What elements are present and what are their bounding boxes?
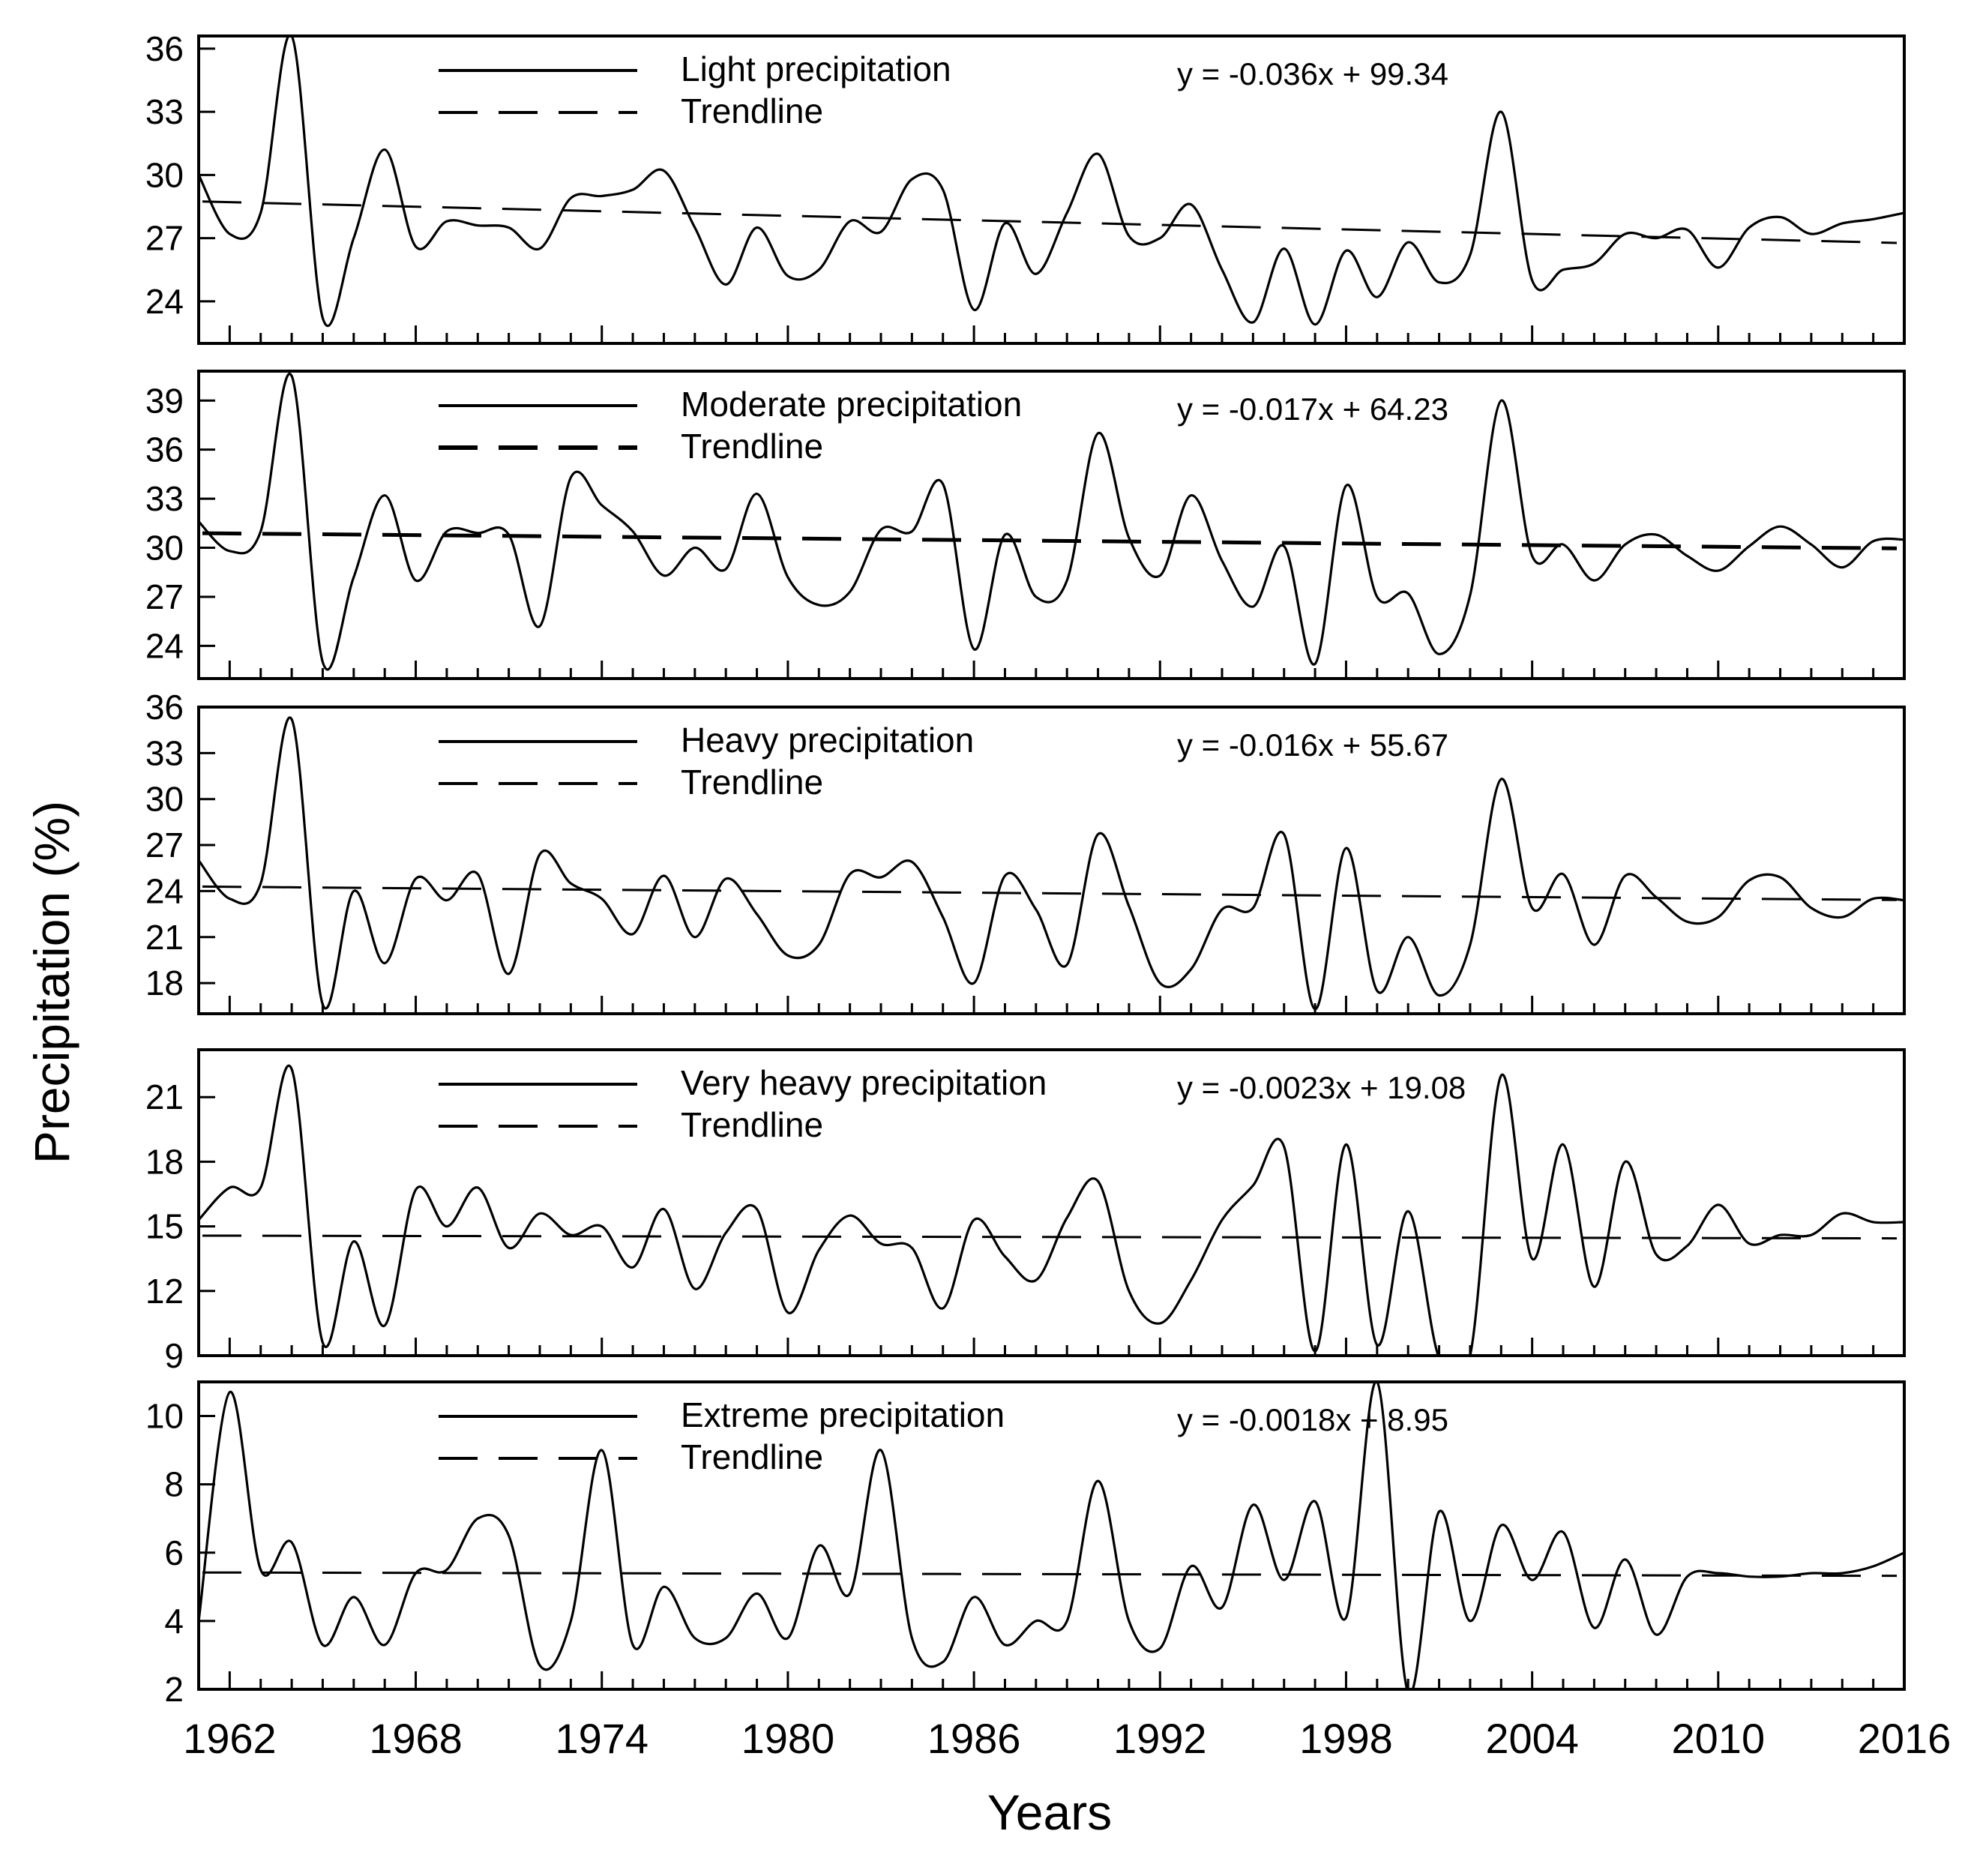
x-tick-label: 1980 [741, 1715, 835, 1762]
y-tick-label: 36 [145, 29, 184, 68]
y-tick-label: 27 [145, 577, 184, 616]
trendline [202, 1571, 1898, 1578]
y-tick-label: 33 [145, 733, 184, 772]
panel-frame [197, 34, 1906, 345]
legend-trend-label: Trendline [681, 1437, 823, 1476]
y-tick-label: 6 [164, 1533, 184, 1572]
y-tick-label: 15 [145, 1207, 184, 1246]
legend-series-label: Extreme precipitation [681, 1395, 1005, 1434]
legend-series-label: Very heavy precipitation [681, 1063, 1047, 1102]
trend-equation: y = -0.0023x + 19.08 [1177, 1070, 1466, 1105]
y-tick-label: 36 [145, 430, 184, 469]
trend-equation: y = -0.036x + 99.34 [1177, 56, 1448, 91]
x-tick-label: 1974 [555, 1715, 649, 1762]
trendline [202, 531, 1898, 550]
y-tick-label: 24 [145, 282, 184, 321]
x-tick-label: 2016 [1858, 1715, 1952, 1762]
y-tick-label: 30 [145, 780, 184, 819]
series-line [199, 1382, 1904, 1689]
y-tick-label: 10 [145, 1397, 184, 1436]
trendline [202, 1234, 1898, 1240]
y-tick-label: 27 [145, 219, 184, 258]
y-tick-label: 4 [164, 1602, 184, 1641]
y-tick-label: 2 [164, 1670, 184, 1709]
series-line [199, 373, 1904, 671]
y-tick-label: 18 [145, 1142, 184, 1181]
x-tick-label: 1998 [1299, 1715, 1393, 1762]
series-line [199, 716, 1904, 1011]
y-tick-label: 21 [145, 918, 184, 957]
y-tick-label: 27 [145, 826, 184, 865]
y-tick-label: 9 [164, 1336, 184, 1375]
legend-trend-label: Trendline [681, 91, 823, 130]
y-tick-label: 8 [164, 1465, 184, 1504]
y-axis-title: Precipitation (%) [24, 801, 79, 1164]
series-line [199, 1065, 1904, 1356]
panel-frame [197, 706, 1906, 1015]
panel-moderate: 24 27 30 33 36 39 Moderate precipitationTrendl… [145, 370, 1906, 680]
x-tick-label: 1986 [927, 1715, 1021, 1762]
y-tick-label: 33 [145, 92, 184, 131]
legend-trend-label: Trendline [681, 1105, 823, 1144]
panel-frame [197, 370, 1906, 680]
x-tick-label: 1992 [1113, 1715, 1207, 1762]
x-tick-label: 1968 [369, 1715, 463, 1762]
y-tick-label: 24 [145, 626, 184, 665]
y-tick-label: 30 [145, 529, 184, 568]
panel-heavy: 18 21 24 27 30 33 36 Heavy precipitationTrendli… [145, 688, 1906, 1015]
trend-equation: y = -0.0018x + 8.95 [1177, 1402, 1448, 1437]
legend-series-label: Moderate precipitation [681, 385, 1022, 424]
y-tick-label: 33 [145, 479, 184, 518]
panel-very_heavy: 9 12 15 18 21 Very heavy precipitationTrendli… [145, 1048, 1906, 1375]
legend-trend-label: Trendline [681, 427, 823, 466]
x-tick-label: 1962 [183, 1715, 277, 1762]
series-line [199, 36, 1904, 327]
legend-trend-label: Trendline [681, 763, 823, 802]
legend-series-label: Heavy precipitation [681, 721, 974, 760]
y-tick-label: 36 [145, 688, 184, 727]
trend-equation: y = -0.017x + 64.23 [1177, 391, 1448, 427]
x-axis-title: Years [987, 1785, 1112, 1840]
trend-equation: y = -0.016x + 55.67 [1177, 727, 1448, 763]
trendline [202, 200, 1898, 244]
y-tick-label: 39 [145, 381, 184, 420]
legend-series-label: Light precipitation [681, 49, 951, 88]
y-tick-label: 12 [145, 1272, 184, 1311]
x-tick-label: 2010 [1672, 1715, 1766, 1762]
panel-frame [197, 1380, 1906, 1691]
y-tick-label: 30 [145, 155, 184, 194]
x-tick-labels: 1962 1968 1974 1980 1986 1992 1998 2004 2010 2016 [183, 1715, 1951, 1762]
y-tick-label: 24 [145, 871, 184, 910]
y-tick-label: 18 [145, 963, 184, 1002]
x-tick-label: 2004 [1485, 1715, 1579, 1762]
panel-frame [197, 1048, 1906, 1357]
y-tick-label: 21 [145, 1077, 184, 1116]
